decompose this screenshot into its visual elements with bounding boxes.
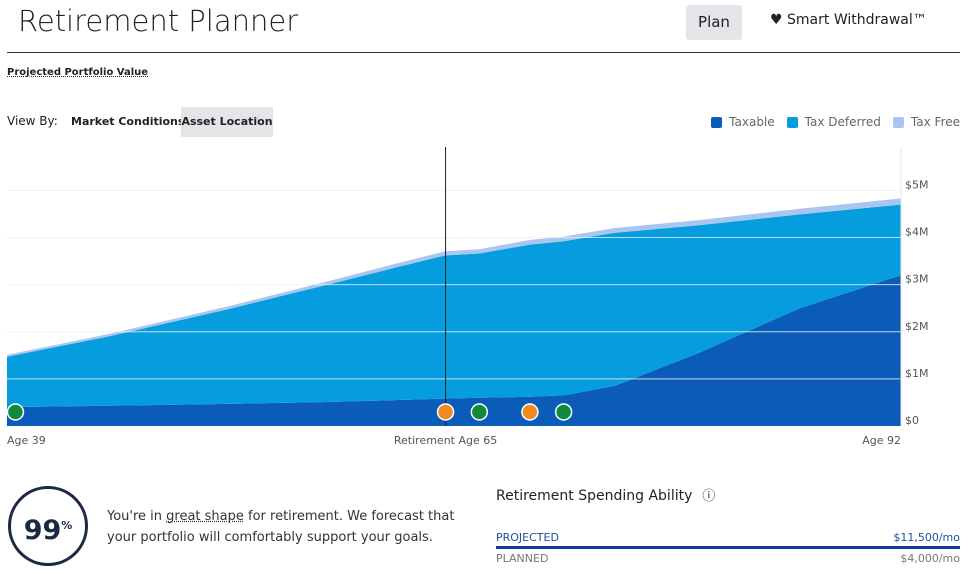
message-text: for retirement. We forecast that your po… [107, 509, 455, 545]
score-ring: 99% [8, 486, 88, 566]
view-option[interactable]: Market Conditions [71, 115, 185, 128]
event-marker [6, 403, 25, 421]
row-label: PROJECTED [496, 531, 559, 544]
chart: $0 $1M $2M $3M $4M $5M Age 39 Retirement Age 65… [6, 147, 929, 447]
message-link[interactable]: great shape [166, 509, 244, 524]
row-value: $4,000/mo [900, 552, 960, 565]
legend-item: Tax Deferred [786, 115, 881, 129]
y-tick-label: $3M [905, 273, 929, 286]
area [7, 275, 901, 426]
event-marker [521, 403, 539, 421]
y-tick-label: $4M [905, 226, 929, 239]
y-tick-label: $1M [905, 367, 929, 380]
page-title: Retirement Planner [18, 4, 299, 38]
divider [7, 52, 960, 53]
section-title[interactable]: Projected Portfolio Value [7, 67, 149, 78]
info-icon[interactable]: ⓘ [702, 489, 716, 504]
legend-label: Tax Deferred [804, 115, 881, 129]
score: 99 [23, 515, 62, 546]
legend-swatch [786, 116, 798, 128]
row-value: $11,500/mo [893, 531, 960, 544]
x-tick-label: Age 39 [7, 434, 46, 447]
spending-title-text: Retirement Spending Ability [496, 488, 693, 504]
legend-label: Taxable [729, 115, 775, 129]
event-marker [470, 403, 489, 421]
spending-row: PLANNED $4,000/mo [496, 552, 960, 565]
message-text: You're in [107, 509, 167, 524]
legend-item: Taxable [711, 115, 775, 129]
event-marker [436, 403, 455, 421]
legend: Taxable Tax Deferred Tax Free [711, 115, 960, 129]
spending-row: PROJECTED $11,500/mo [496, 531, 960, 544]
event-marker [554, 403, 573, 421]
row-label: PLANNED [496, 552, 549, 565]
legend-item: Tax Free [892, 115, 960, 129]
view-by-label: View By: [7, 114, 58, 128]
y-tick-label: $0 [905, 414, 919, 427]
score-unit: % [61, 519, 73, 532]
spending-bar [496, 546, 960, 549]
tab[interactable]: Plan [686, 5, 742, 40]
area [7, 204, 901, 408]
tab-label: Smart Withdrawal™ [787, 12, 927, 28]
tab[interactable]: ♥ Smart Withdrawal™ [770, 12, 927, 28]
x-tick-label: Retirement Age 65 [394, 434, 497, 447]
icon: ♥ [770, 12, 788, 28]
legend-swatch [711, 116, 723, 128]
x-tick-label: Age 92 [862, 434, 901, 447]
legend-swatch [892, 116, 904, 128]
y-tick-label: $5M [905, 178, 929, 191]
spending-title: Retirement Spending Ability ⓘ [496, 485, 715, 504]
message: You're in great shape for retirement. We… [107, 506, 457, 548]
legend-label: Tax Free [910, 115, 960, 129]
view-option[interactable]: Asset Location [181, 107, 273, 137]
y-tick-label: $2M [905, 320, 929, 333]
